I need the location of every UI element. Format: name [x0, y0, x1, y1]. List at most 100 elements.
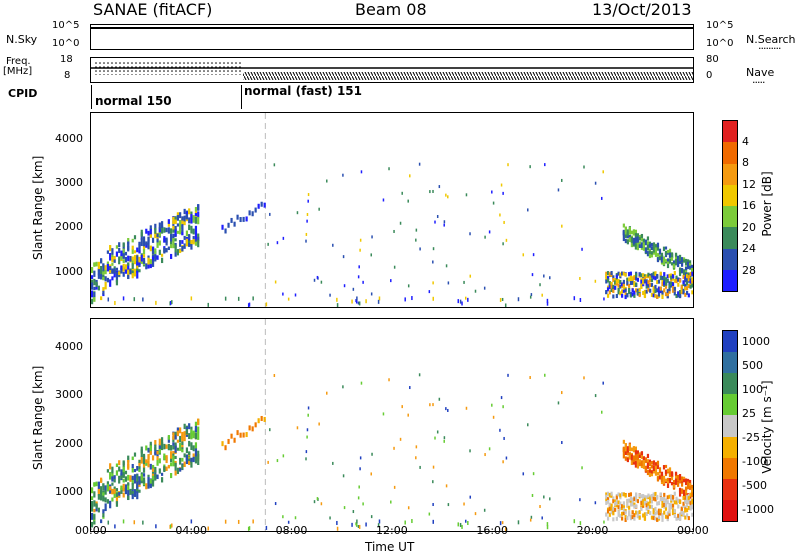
velocity-echo-cell	[359, 467, 361, 471]
power-echo-cell	[194, 213, 198, 217]
power-echo-cell	[276, 241, 279, 245]
velocity-echo-cell	[583, 376, 585, 380]
velocity-echo-cell	[113, 479, 116, 483]
power-echo-cell	[174, 216, 177, 220]
nsearch-tick-top: 10^5	[706, 20, 734, 31]
velocity-echo-cell	[686, 481, 690, 487]
velocity-echo-cell	[621, 516, 624, 521]
velocity-echo-cell	[357, 524, 360, 528]
velocity-echo-cell	[631, 515, 634, 520]
power-echo-cell	[648, 251, 652, 259]
power-echo-cell	[170, 228, 173, 234]
velocity-echo-cell	[120, 475, 123, 480]
velocity-echo-cell	[197, 432, 200, 440]
power-echo-cell	[649, 278, 652, 283]
velocity-echo-cell	[274, 502, 277, 506]
power-echo-cell	[646, 246, 650, 251]
power-echo-cell	[656, 245, 660, 251]
velocity-echo-cell	[629, 502, 632, 507]
power-echo-cell	[118, 247, 121, 254]
velocity-echo-cell	[666, 511, 669, 516]
velocity-echo-cell	[409, 386, 411, 390]
velocity-echo-cell	[197, 418, 200, 426]
power-echo-cell	[675, 294, 678, 299]
velocity-echo-cell	[115, 488, 119, 492]
velocity-echo-cell	[610, 510, 613, 515]
power-echo-cell	[630, 230, 633, 235]
power-echo-cell	[642, 280, 645, 285]
power-echo-cell	[102, 276, 105, 281]
power-echo-cell	[194, 216, 198, 224]
power-echo-cell	[622, 288, 625, 293]
power-echo-cell	[621, 289, 624, 294]
power-echo-cell	[629, 281, 632, 286]
power-echo-cell	[638, 241, 642, 246]
velocity-colorbar-tick-0: 1000	[742, 335, 770, 348]
power-echo-cell	[197, 204, 200, 211]
power-echo-cell	[474, 289, 477, 293]
power-echo-cell	[140, 254, 143, 262]
velocity-echo-cell	[617, 512, 620, 517]
power-echo-cell	[447, 195, 449, 199]
power-echo-cell	[640, 284, 643, 289]
velocity-echo-cell	[626, 502, 629, 507]
power-echo-cell	[529, 165, 531, 169]
power-echo-cell	[115, 275, 119, 283]
power-echo-cell	[621, 282, 624, 287]
power-echo-cell	[156, 240, 159, 248]
power-echo-cell	[357, 275, 360, 279]
power-echo-cell	[664, 284, 668, 289]
velocity-echo-cell	[91, 506, 94, 512]
velocity-echo-cell	[645, 495, 648, 500]
x-tick-4: 16:00	[476, 524, 509, 537]
x-tick-0: 00:00	[75, 524, 107, 537]
velocity-echo-cell	[677, 504, 680, 509]
velocity-echo-cell	[329, 516, 331, 520]
power-echo-cell	[358, 301, 361, 306]
nsearch-tick-bottom: 10^0	[706, 38, 734, 49]
velocity-echo-cell	[666, 514, 669, 519]
power-echo-cell	[111, 270, 114, 274]
velocity-echo-cell	[633, 502, 636, 507]
velocity-echo-cell	[133, 468, 137, 473]
nsearch-label: N.Search	[746, 33, 796, 46]
velocity-colorbar-tick-4: -25	[742, 431, 760, 444]
velocity-echo-cell	[138, 489, 141, 493]
power-echo-cell	[111, 252, 114, 258]
power-echo-cell	[605, 273, 608, 278]
velocity-echo-cell	[282, 515, 284, 519]
power-echo-cell	[176, 212, 179, 218]
power-echo-cell	[605, 276, 608, 281]
cpid-mode-1: normal 150	[95, 94, 172, 108]
velocity-echo-cell	[118, 466, 121, 472]
power-echo-cell	[650, 278, 654, 283]
power-echo-cell	[640, 233, 644, 238]
power-echo-cell	[109, 253, 112, 261]
power-echo-cell	[632, 229, 635, 236]
power-echo-cell	[192, 239, 195, 245]
velocity-colorbar-tick-1: 500	[742, 359, 763, 372]
velocity-echo-cell	[142, 467, 146, 473]
velocity-echo-cell	[633, 497, 636, 502]
velocity-echo-cell	[411, 519, 413, 524]
velocity-echo-cell	[122, 466, 125, 474]
power-echo-cell	[113, 259, 116, 263]
velocity-echo-cell	[136, 465, 139, 471]
velocity-echo-cell	[646, 469, 650, 476]
power-echo-cell	[549, 276, 551, 280]
power-echo-cell	[188, 234, 191, 238]
velocity-ytick-3: 4000	[55, 340, 83, 354]
velocity-echo-cell	[647, 509, 650, 514]
power-echo-cell	[197, 211, 200, 218]
power-echo-cell	[612, 284, 615, 289]
power-echo-cell	[615, 274, 618, 279]
velocity-echo-cell	[674, 471, 678, 476]
velocity-echo-cell	[642, 494, 645, 499]
power-echo-cell	[179, 212, 182, 219]
velocity-echo-cell	[677, 499, 680, 504]
velocity-echo-cell	[606, 499, 610, 504]
power-echo-cell	[677, 291, 680, 296]
velocity-echo-cell	[445, 407, 447, 411]
power-echo-cell	[527, 208, 529, 212]
velocity-echo-cell	[670, 476, 674, 481]
